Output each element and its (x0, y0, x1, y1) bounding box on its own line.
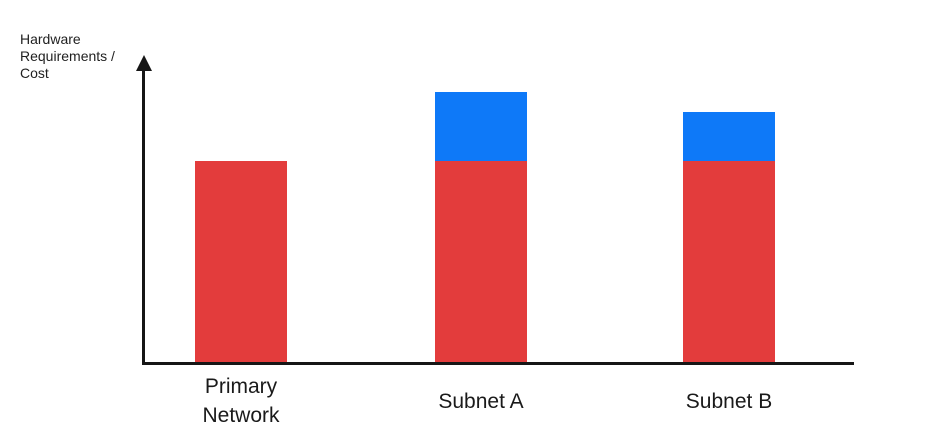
bar-segment-red-1 (435, 161, 527, 364)
bar-segment-red-0 (195, 161, 287, 364)
y-axis-title-line: Requirements / (20, 48, 115, 64)
bar-segment-blue-2 (683, 112, 775, 161)
y-axis-title-line: Hardware (20, 31, 81, 47)
bar-segment-blue-1 (435, 92, 527, 161)
x-axis-line (142, 362, 854, 365)
x-axis-label-subnet-b: Subnet B (685, 389, 773, 413)
y-axis-arrow-icon (136, 55, 152, 71)
bar-segment-red-2 (683, 161, 775, 364)
y-axis-title: Hardware Requirements / Cost (20, 31, 150, 82)
y-axis-line (142, 68, 145, 365)
x-axis-label-subnet-a: Subnet A (438, 389, 524, 413)
x-axis-label-primary-network: Primary Network (202, 375, 280, 427)
y-axis-title-line: Cost (20, 65, 49, 81)
